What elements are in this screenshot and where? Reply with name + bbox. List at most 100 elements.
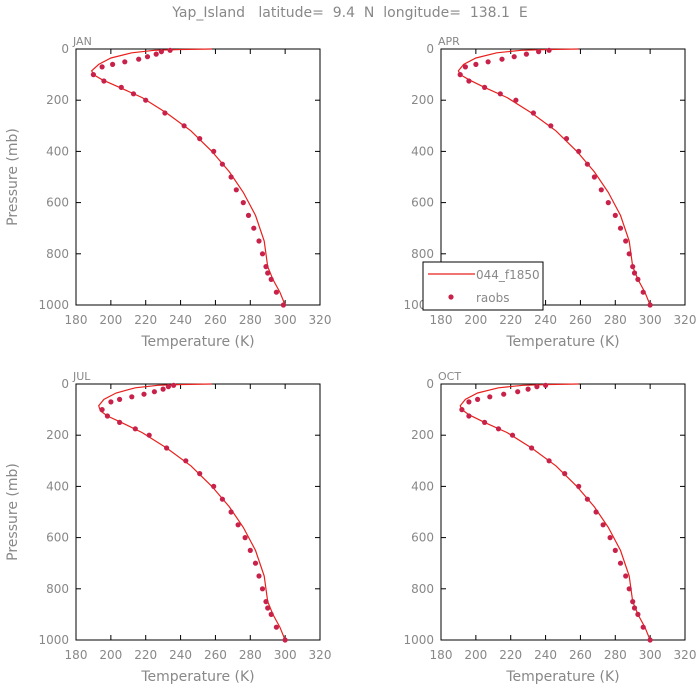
raobs-point bbox=[129, 394, 135, 400]
raobs-point bbox=[99, 407, 105, 413]
x-axis-label: Temperature (K) bbox=[505, 669, 619, 685]
x-tick-label: 280 bbox=[239, 648, 262, 662]
raobs-point bbox=[252, 560, 259, 566]
raobs-point bbox=[259, 586, 266, 592]
raobs-point bbox=[263, 264, 269, 270]
raobs-point bbox=[623, 238, 629, 244]
x-tick-label: 180 bbox=[65, 313, 88, 327]
raobs-point bbox=[584, 496, 591, 502]
y-tick-label: 0 bbox=[426, 377, 434, 391]
raobs-point bbox=[265, 270, 271, 276]
raobs-point bbox=[245, 212, 252, 218]
raobs-point bbox=[132, 426, 138, 432]
raobs-point bbox=[499, 56, 505, 62]
x-tick-label: 300 bbox=[639, 648, 662, 662]
panel-label: APR bbox=[438, 35, 460, 48]
raobs-point bbox=[101, 78, 107, 84]
legend-box bbox=[422, 261, 544, 311]
raobs-point bbox=[122, 59, 128, 65]
raobs-point bbox=[247, 547, 253, 554]
raobs-point bbox=[607, 535, 613, 541]
x-tick-label: 320 bbox=[674, 648, 697, 662]
raobs-point bbox=[160, 386, 166, 392]
x-tick-label: 300 bbox=[639, 313, 662, 327]
raobs-point bbox=[273, 289, 279, 295]
y-tick-label: 200 bbox=[46, 428, 69, 442]
x-tick-label: 200 bbox=[99, 313, 122, 327]
y-tick-label: 800 bbox=[46, 247, 69, 261]
raobs-point bbox=[584, 161, 591, 167]
raobs-point bbox=[457, 72, 463, 78]
series-line-model bbox=[98, 383, 286, 641]
raobs-point bbox=[171, 382, 177, 388]
raobs-point bbox=[164, 445, 170, 451]
raobs-point bbox=[598, 187, 604, 193]
raobs-point bbox=[600, 522, 606, 528]
y-tick-label: 800 bbox=[46, 582, 69, 596]
x-tick-label: 220 bbox=[499, 648, 522, 662]
plot-frame bbox=[75, 383, 321, 641]
raobs-point bbox=[219, 496, 225, 502]
y-tick-label: 800 bbox=[411, 582, 434, 596]
y-tick-label: 0 bbox=[61, 377, 69, 391]
raobs-point bbox=[141, 391, 147, 397]
raobs-point bbox=[459, 407, 465, 413]
raobs-point bbox=[626, 251, 632, 257]
y-tick-label: 400 bbox=[411, 144, 434, 158]
raobs-point bbox=[108, 399, 114, 405]
y-tick-label: 0 bbox=[61, 42, 69, 56]
raobs-point bbox=[466, 78, 472, 84]
x-tick-label: 220 bbox=[499, 313, 522, 327]
y-tick-label: 0 bbox=[426, 42, 434, 56]
x-tick-label: 240 bbox=[169, 313, 192, 327]
raobs-point bbox=[233, 187, 239, 193]
raobs-point bbox=[640, 289, 646, 295]
x-tick-label: 280 bbox=[604, 313, 627, 327]
raobs-point bbox=[576, 483, 582, 489]
plot-frame bbox=[75, 48, 321, 306]
y-tick-label: 1000 bbox=[403, 633, 434, 647]
y-tick-label: 200 bbox=[411, 93, 434, 107]
raobs-point bbox=[525, 386, 531, 392]
raobs-point bbox=[534, 384, 540, 390]
x-axis-label: Temperature (K) bbox=[140, 334, 254, 350]
raobs-point bbox=[605, 200, 611, 206]
y-tick-label: 200 bbox=[46, 93, 69, 107]
raobs-point bbox=[647, 302, 653, 308]
figure-title: Yap_Island latitude= 9.4 N longitude= 13… bbox=[171, 5, 527, 21]
x-tick-label: 260 bbox=[204, 313, 227, 327]
raobs-point bbox=[130, 91, 137, 97]
raobs-point bbox=[183, 458, 189, 464]
raobs-point bbox=[117, 419, 123, 425]
raobs-point bbox=[146, 432, 152, 438]
x-tick-label: 280 bbox=[604, 648, 627, 662]
raobs-point bbox=[167, 47, 173, 53]
x-axis-label: Temperature (K) bbox=[505, 334, 619, 350]
x-tick-label: 200 bbox=[99, 648, 122, 662]
raobs-point bbox=[630, 264, 636, 270]
raobs-point bbox=[548, 123, 554, 129]
raobs-point bbox=[523, 51, 530, 57]
raobs-point bbox=[110, 61, 116, 67]
raobs-point bbox=[256, 573, 262, 579]
raobs-point bbox=[282, 637, 288, 643]
raobs-point bbox=[591, 174, 598, 180]
x-tick-label: 240 bbox=[534, 648, 557, 662]
raobs-point bbox=[235, 522, 241, 528]
y-tick-label: 1000 bbox=[38, 298, 69, 312]
raobs-point bbox=[515, 389, 521, 395]
raobs-point bbox=[485, 59, 491, 65]
raobs-point bbox=[647, 637, 653, 643]
x-tick-label: 300 bbox=[274, 648, 297, 662]
raobs-point bbox=[487, 394, 493, 400]
raobs-point bbox=[640, 624, 646, 630]
y-axis-label: Pressure (mb) bbox=[5, 463, 21, 561]
raobs-point bbox=[153, 51, 159, 57]
plot-frame bbox=[440, 383, 686, 641]
x-tick-label: 320 bbox=[309, 648, 332, 662]
raobs-point bbox=[219, 161, 225, 167]
raobs-point bbox=[501, 391, 507, 397]
legend-model-label: 044_f1850 bbox=[476, 268, 540, 282]
raobs-point bbox=[90, 72, 96, 78]
